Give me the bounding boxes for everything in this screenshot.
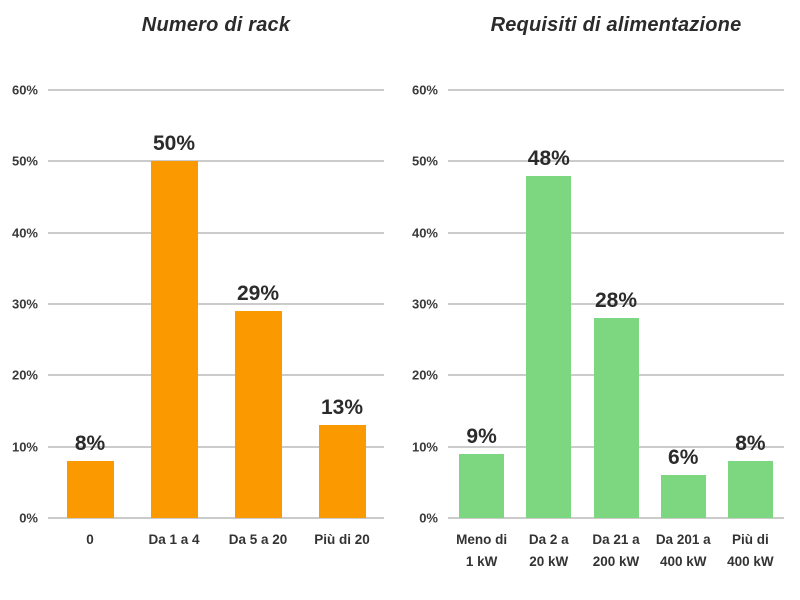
y-axis-tick-label: 40% bbox=[11, 225, 38, 241]
x-axis-tick-label: Da 5 a 20 bbox=[228, 532, 288, 547]
y-axis-tick-label: 10% bbox=[411, 439, 438, 455]
gridline bbox=[48, 445, 384, 448]
plot-area: 0% 10% 20% 30% 40% 50% 60% 8% 50% 29% 13% bbox=[12, 84, 384, 525]
bar-value-label: 9% bbox=[466, 424, 497, 448]
bar-group: 8% bbox=[717, 90, 784, 518]
bar bbox=[66, 460, 114, 518]
gridline bbox=[448, 160, 784, 163]
gridline bbox=[48, 517, 384, 519]
bar-group: 28% bbox=[582, 90, 649, 518]
chart-title: Numero di rack bbox=[141, 14, 291, 36]
y-axis-tick-label: 10% bbox=[11, 439, 38, 455]
y-axis-tick-label: 60% bbox=[411, 82, 438, 98]
x-axis-tick-label: Più di 20 bbox=[314, 532, 370, 547]
gridline bbox=[48, 303, 384, 305]
bar bbox=[593, 318, 639, 518]
y-axis-tick-label: 50% bbox=[411, 153, 438, 169]
bar-group: 50% bbox=[132, 90, 216, 518]
x-axis-tick-label: Più di 400 kW bbox=[727, 532, 774, 570]
y-axis-tick-label: 20% bbox=[411, 367, 438, 383]
bar-group: 9% bbox=[448, 90, 515, 518]
bar-group: 48% bbox=[515, 90, 582, 518]
bars-container: 9% 48% 28% 6% 8% bbox=[448, 90, 784, 518]
bar-value-label: 50% bbox=[152, 132, 196, 156]
y-axis-tick-label: 0% bbox=[19, 510, 38, 526]
x-axis-labels: 0 Da 1 a 4 Da 5 a 20 Più di 20 bbox=[48, 529, 384, 551]
gridline bbox=[448, 231, 784, 234]
y-axis-tick-label: 20% bbox=[11, 367, 38, 383]
x-axis-labels: Meno di 1 kW Da 2 a 20 kW Da 21 a 200 kW Da… bbox=[448, 529, 784, 574]
bar-value-label: 29% bbox=[236, 282, 280, 306]
bar bbox=[727, 460, 773, 518]
chart-numero-di-rack: Numero di rack 0% 10% 20% 30% 40% 50% 60% 8% 50%… bbox=[12, 14, 384, 551]
chart-requisiti-di-alimentazione: Requisiti di alimentazione 0% 10% 20% 30% 40… bbox=[400, 0, 800, 600]
bar-group: 13% bbox=[300, 90, 384, 518]
y-axis-tick-label: 40% bbox=[411, 225, 438, 241]
bar-group: 29% bbox=[216, 90, 300, 518]
bar-value-label: 8% bbox=[735, 431, 766, 455]
gridline bbox=[48, 374, 384, 377]
bar bbox=[318, 425, 366, 518]
x-axis-tick-label: Da 1 a 4 bbox=[148, 532, 200, 547]
x-axis-tick-label: Da 21 a 200 kW bbox=[592, 532, 640, 570]
y-axis-tick-label: 30% bbox=[411, 296, 438, 312]
x-axis-tick-label: Meno di 1 kW bbox=[456, 532, 508, 570]
gridline bbox=[48, 160, 384, 163]
gridline bbox=[48, 231, 384, 234]
gridline bbox=[448, 303, 784, 305]
bars-container: 8% 50% 29% 13% bbox=[48, 90, 384, 518]
bar-value-label: 28% bbox=[594, 289, 638, 313]
bar-value-label: 8% bbox=[74, 431, 106, 455]
gridline bbox=[448, 89, 784, 91]
plot-area: 0% 10% 20% 30% 40% 50% 60% 9% 48% 28% 6% 8% bbox=[412, 84, 784, 525]
x-axis-tick-label: Da 201 a 400 kW bbox=[655, 532, 711, 570]
bar-group: 8% bbox=[48, 90, 132, 518]
y-axis-tick-label: 60% bbox=[11, 82, 38, 98]
y-axis-tick-label: 50% bbox=[11, 153, 38, 169]
y-axis-tick-label: 0% bbox=[419, 510, 438, 526]
bar bbox=[660, 475, 706, 518]
gridline bbox=[448, 517, 784, 519]
bar bbox=[150, 161, 198, 518]
bar bbox=[234, 311, 282, 518]
bar-group: 6% bbox=[650, 90, 717, 518]
y-axis-tick-label: 30% bbox=[11, 296, 38, 312]
x-axis-tick-label: 0 bbox=[86, 532, 94, 547]
gridline bbox=[48, 89, 384, 91]
bar-value-label: 48% bbox=[527, 146, 570, 170]
bar-value-label: 6% bbox=[668, 446, 699, 470]
bar bbox=[526, 175, 572, 518]
bar bbox=[459, 453, 505, 518]
chart-title: Requisiti di alimentazione bbox=[490, 14, 742, 36]
x-axis-tick-label: Da 2 a 20 kW bbox=[528, 532, 569, 570]
bar-value-label: 13% bbox=[320, 396, 364, 420]
